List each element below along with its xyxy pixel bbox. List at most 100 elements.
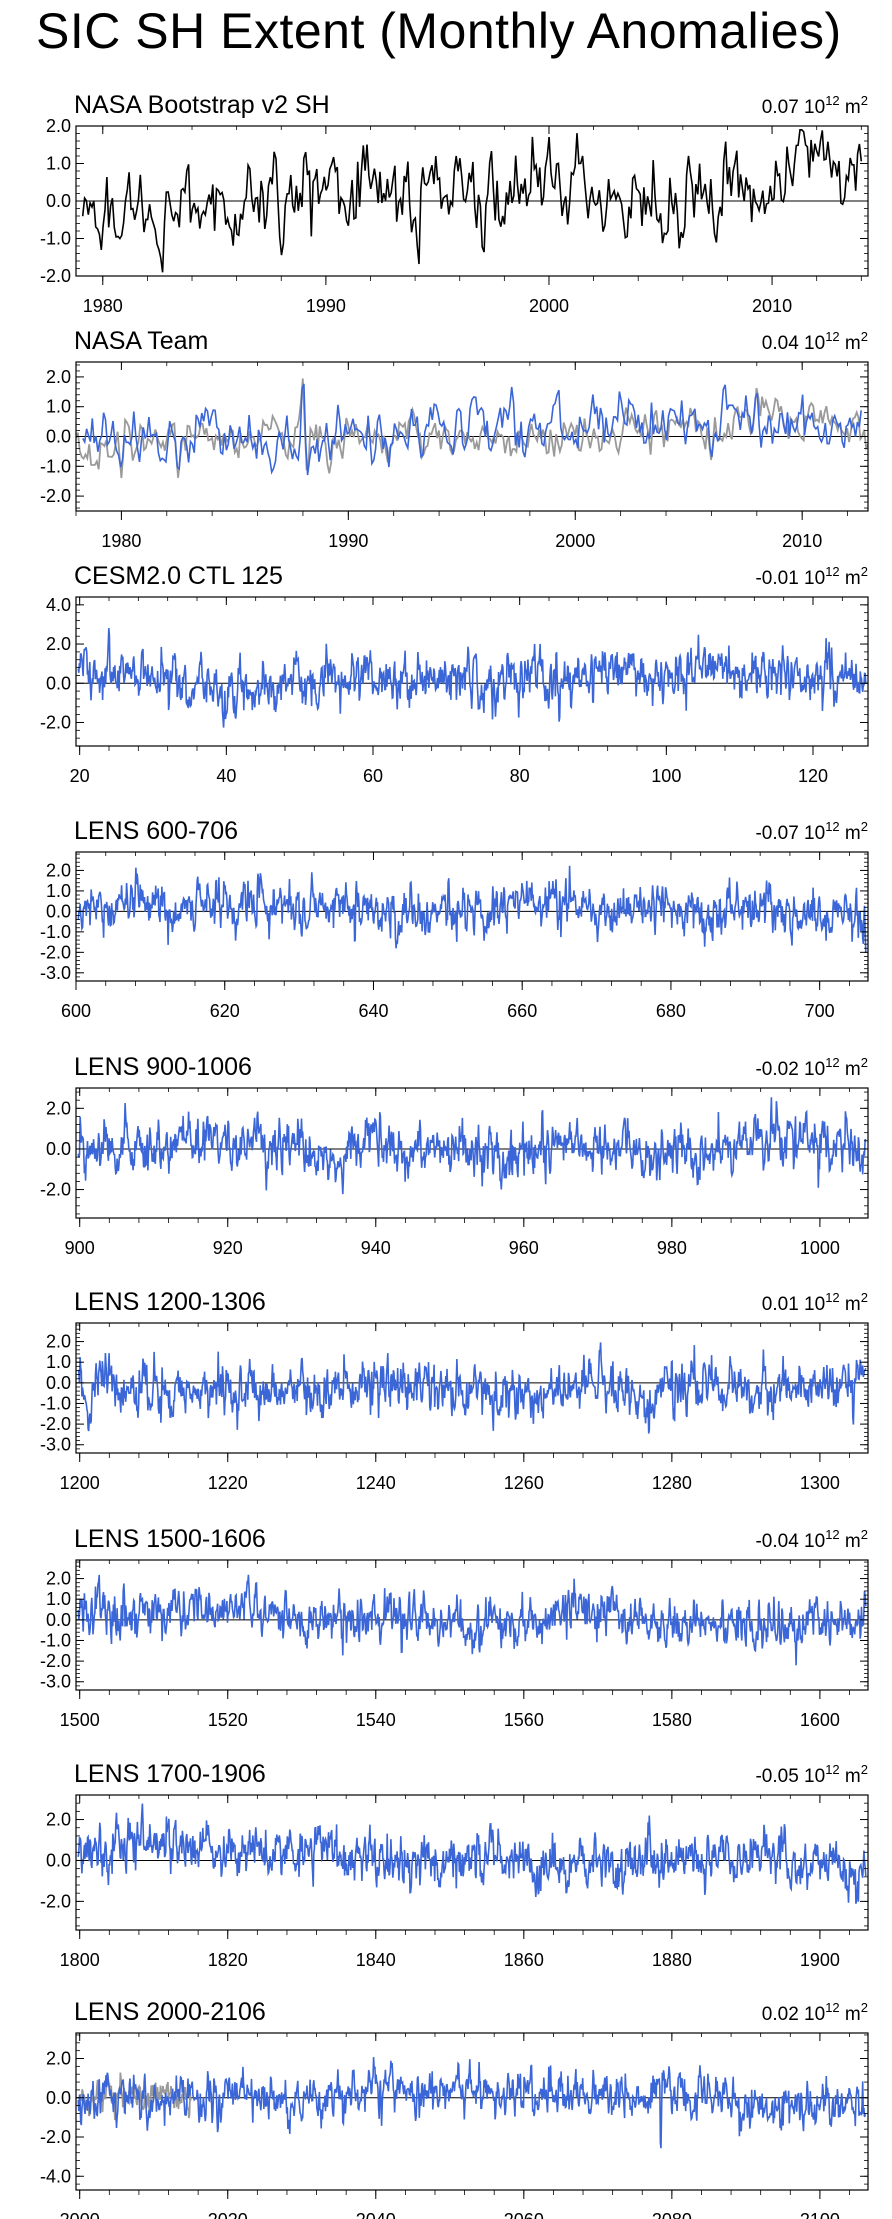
y-tick-label: 2.0: [46, 1569, 71, 1589]
figure-title: SIC SH Extent (Monthly Anomalies): [36, 3, 842, 59]
trend-unit-exponent: 2: [861, 819, 868, 834]
plot-frame: [75, 1322, 869, 1454]
chart-panel: NASA Team 0.04 1012 m2 2.0 1.0 0.0 -1.0 -2.0 19…: [40, 327, 869, 551]
x-tick-label: 2000: [60, 2210, 100, 2219]
trend-label: -0.05 1012 m2: [755, 1762, 868, 1787]
trend-unit-exponent: 2: [861, 93, 868, 108]
trend-unit: m: [840, 1531, 861, 1552]
trend-unit-exponent: 2: [861, 1527, 868, 1542]
y-tick-label: -2.0: [40, 1414, 71, 1434]
trend-exponent: 12: [825, 819, 839, 834]
x-tick-label: 640: [358, 1001, 388, 1021]
series-line: [77, 1342, 867, 1434]
trend-unit: m: [840, 2004, 861, 2025]
trend-exponent: 12: [825, 1290, 839, 1305]
x-tick-label: 20: [70, 766, 90, 786]
trend-unit-exponent: 2: [861, 564, 868, 579]
y-tick-label: 2.0: [46, 2049, 71, 2069]
panel-title: LENS 600-706: [74, 817, 238, 845]
y-tick-label: 1.0: [46, 1589, 71, 1609]
y-tick-label: -1.0: [40, 456, 71, 476]
x-tick-label: 1220: [208, 1473, 248, 1493]
x-tick-label: 120: [798, 766, 828, 786]
panel-title: LENS 1200-1306: [74, 1288, 266, 1316]
y-tick-label: 0.0: [46, 1850, 71, 1870]
trend-unit: m: [840, 1059, 861, 1080]
x-tick-label: 1260: [504, 1473, 544, 1493]
series-line: [81, 129, 863, 273]
series-line: [77, 2057, 867, 2149]
trend-label: 0.01 1012 m2: [762, 1290, 868, 1315]
y-tick-label: -2.0: [40, 266, 71, 286]
x-tick-label: 660: [507, 1001, 537, 1021]
x-tick-label: 2100: [800, 2210, 840, 2219]
y-tick-label: 0.0: [46, 1373, 71, 1393]
x-tick-label: 2080: [652, 2210, 692, 2219]
x-tick-label: 1200: [60, 1473, 100, 1493]
y-tick-label: -3.0: [40, 1435, 71, 1455]
trend-value: -0.07 10: [755, 823, 825, 844]
x-tick-label: 960: [509, 1238, 539, 1258]
x-tick-label: 1000: [800, 1238, 840, 1258]
y-tick-label: 2.0: [46, 116, 71, 136]
panel-title: LENS 900-1006: [74, 1053, 252, 1081]
trend-unit-exponent: 2: [861, 1055, 868, 1070]
trend-label: -0.07 1012 m2: [755, 819, 868, 844]
plot-frame: [75, 596, 869, 747]
series-line: [77, 1097, 867, 1195]
y-tick-label: -2.0: [40, 486, 71, 506]
x-tick-label: 1500: [60, 1710, 100, 1730]
trend-unit: m: [840, 823, 861, 844]
y-tick-label: 0.0: [46, 427, 71, 447]
y-tick-label: -4.0: [40, 2166, 71, 2186]
y-tick-label: -2.0: [40, 712, 71, 732]
panel-title: LENS 2000-2106: [74, 1998, 266, 2026]
trend-exponent: 12: [825, 1055, 839, 1070]
y-tick-label: -3.0: [40, 963, 71, 983]
y-tick-label: 2.0: [46, 1098, 71, 1118]
trend-exponent: 12: [825, 564, 839, 579]
y-tick-label: -1.0: [40, 1393, 71, 1413]
plot-frame: [75, 1087, 869, 1219]
trend-exponent: 12: [825, 93, 839, 108]
chart-panel: LENS 1200-1306 0.01 1012 m22.01.00.0-1.0-…: [40, 1288, 869, 1493]
y-tick-label: -3.0: [40, 1672, 71, 1692]
y-tick-label: 2.0: [46, 1810, 71, 1830]
panel-title: CESM2.0 CTL 125: [74, 562, 283, 590]
trend-unit: m: [840, 1294, 861, 1315]
series-line: [77, 628, 867, 728]
plot-frame: [75, 2032, 869, 2191]
y-tick-label: -1.0: [40, 1630, 71, 1650]
trend-value: 0.07 10: [762, 97, 825, 118]
x-tick-label: 1990: [306, 296, 346, 316]
x-tick-label: 2060: [504, 2210, 544, 2219]
y-tick-label: 1.0: [46, 397, 71, 417]
trend-value: 0.01 10: [762, 1294, 825, 1315]
x-tick-label: 1800: [60, 1950, 100, 1970]
x-tick-label: 40: [216, 766, 236, 786]
trend-unit-exponent: 2: [861, 1290, 868, 1305]
y-tick-label: 2.0: [46, 860, 71, 880]
x-tick-label: 1980: [83, 296, 123, 316]
trend-unit-exponent: 2: [861, 2000, 868, 2015]
trend-value: -0.05 10: [755, 1766, 825, 1787]
trend-value: -0.04 10: [755, 1531, 825, 1552]
series-line: [77, 1574, 867, 1666]
trend-unit-exponent: 2: [861, 329, 868, 344]
y-tick-label: -1.0: [40, 229, 71, 249]
x-tick-label: 600: [61, 1001, 91, 1021]
trend-exponent: 12: [825, 2000, 839, 2015]
panel-title: NASA Bootstrap v2 SH: [74, 91, 330, 119]
x-tick-label: 940: [361, 1238, 391, 1258]
x-tick-label: 620: [210, 1001, 240, 1021]
y-tick-label: 0.0: [46, 191, 71, 211]
x-tick-label: 1900: [800, 1950, 840, 1970]
trend-label: -0.02 1012 m2: [755, 1055, 868, 1080]
trend-label: -0.01 1012 m2: [755, 564, 868, 589]
y-tick-label: 0.0: [46, 1139, 71, 1159]
plot-frame: [75, 851, 869, 982]
trend-unit: m: [840, 1766, 861, 1787]
y-tick-label: 0.0: [46, 673, 71, 693]
series-line: [77, 865, 867, 953]
